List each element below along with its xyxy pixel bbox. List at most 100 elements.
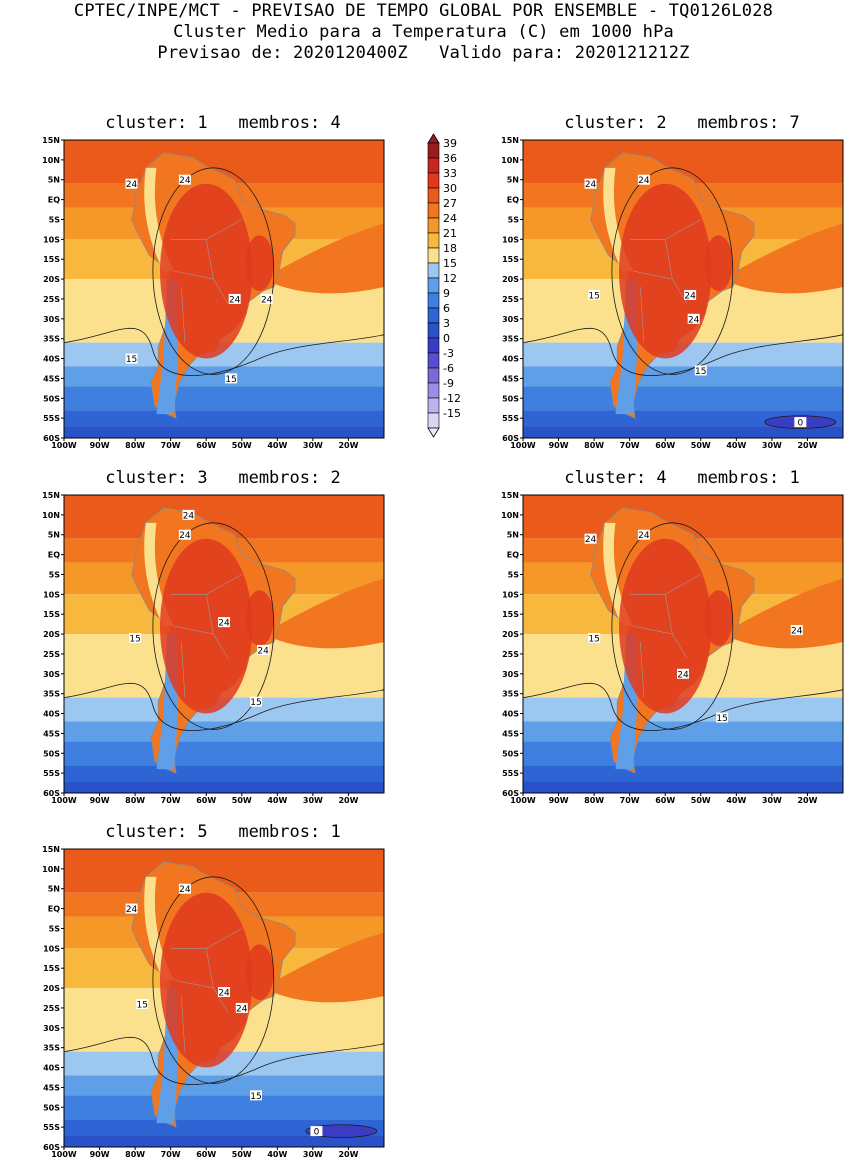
political-boundaries xyxy=(629,574,701,698)
contour-label: 15 xyxy=(716,712,729,724)
colorbar-swatch xyxy=(427,397,440,414)
svg-text:24: 24 xyxy=(179,885,191,895)
lon-tick-label: 20W xyxy=(797,441,817,450)
lon-tick-label: 100W xyxy=(51,796,77,805)
lat-tick-label: 35S xyxy=(43,1044,60,1053)
lat-tick-label: 15S xyxy=(502,610,519,619)
contour-label: 15 xyxy=(250,696,262,708)
lat-tick-label: 5S xyxy=(49,215,61,224)
contour-label: 24 xyxy=(260,293,273,305)
lon-tick-label: 60W xyxy=(196,796,216,805)
lat-tick-label: 30S xyxy=(43,315,60,324)
temperature-band xyxy=(64,741,384,766)
map-frame xyxy=(63,139,385,439)
contour-label: 15 xyxy=(694,365,707,377)
svg-text:24: 24 xyxy=(229,295,241,305)
temperature-band xyxy=(64,697,384,722)
colorbar-level-label: -3 xyxy=(443,347,454,360)
lon-tick-label: 60W xyxy=(655,796,675,805)
lat-tick-label: 60S xyxy=(43,789,60,798)
svg-text:24: 24 xyxy=(638,531,650,541)
map-frame xyxy=(522,139,844,439)
hot-core-region xyxy=(160,892,253,1068)
colorbar-level-label: 6 xyxy=(443,302,450,315)
hot-core-region xyxy=(245,590,274,646)
contour-label: 24 xyxy=(125,178,138,190)
map-fields xyxy=(522,140,844,438)
lat-tick-label: 20S xyxy=(43,984,60,993)
lat-tick-label: 5S xyxy=(508,570,520,579)
colorbar-swatch xyxy=(427,412,440,429)
contour-label: 24 xyxy=(125,903,138,915)
colorbar-swatch xyxy=(427,322,440,339)
contour-24 xyxy=(152,522,275,730)
temperature-band xyxy=(523,426,843,438)
lat-tick-label: 10N xyxy=(42,156,60,165)
lat-tick-label: 45S xyxy=(43,729,60,738)
lat-tick-label: 10S xyxy=(502,235,519,244)
contour-label: 15 xyxy=(136,998,149,1010)
colorbar-level-label: 18 xyxy=(443,242,457,255)
lon-tick-label: 90W xyxy=(549,441,569,450)
svg-text:24: 24 xyxy=(218,989,230,999)
lon-tick-label: 20W xyxy=(338,1150,358,1159)
lat-tick-label: 20S xyxy=(43,630,60,639)
map-panel-2: 15N 10N 5N EQ 5S 10S 15S 20S 25S 30S 35S 40S 45S 50S 5… xyxy=(487,136,847,452)
hot-core-region xyxy=(245,235,274,291)
temperature-band xyxy=(523,342,843,367)
lon-tick-label: 90W xyxy=(90,441,110,450)
contour-24 xyxy=(152,876,275,1084)
svg-text:0: 0 xyxy=(797,419,803,429)
lon-tick-label: 80W xyxy=(125,796,145,805)
svg-text:15: 15 xyxy=(225,375,236,385)
andes-cool-strip xyxy=(603,167,634,272)
political-boundaries xyxy=(170,928,242,1052)
colorbar-swatch xyxy=(427,187,440,204)
temperature-band xyxy=(64,1135,384,1147)
lat-tick-label: 40S xyxy=(502,710,519,719)
svg-text:24: 24 xyxy=(684,291,696,301)
svg-text:24: 24 xyxy=(677,670,689,680)
map-panel-1: 15N 10N 5N EQ 5S 10S 15S 20S 25S 30S 35S 40S 45S 50S 5… xyxy=(28,136,388,452)
contour-label: 24 xyxy=(637,174,650,186)
temperature-band xyxy=(64,721,384,742)
contour-15 xyxy=(63,1036,385,1085)
lon-tick-label: 60W xyxy=(196,441,216,450)
lon-tick-label: 50W xyxy=(232,441,252,450)
lon-tick-label: 70W xyxy=(161,441,181,450)
lat-tick-label: 40S xyxy=(43,1064,60,1073)
colorbar-swatch xyxy=(427,337,440,354)
colorbar-level-label: 9 xyxy=(443,287,450,300)
contour-label: 15 xyxy=(225,373,238,385)
lat-tick-label: 10N xyxy=(501,156,519,165)
svg-text:15: 15 xyxy=(136,1000,147,1010)
temperature-band xyxy=(523,765,843,782)
lon-tick-label: 50W xyxy=(691,796,711,805)
lat-tick-label: 25S xyxy=(43,295,60,304)
lat-tick-label: 45S xyxy=(502,729,519,738)
svg-text:24: 24 xyxy=(218,619,230,629)
svg-text:15: 15 xyxy=(126,355,137,365)
temperature-band xyxy=(64,386,384,411)
colorbar-level-label: 36 xyxy=(443,152,457,165)
contour-label: 24 xyxy=(677,668,689,680)
header-line-1: CPTEC/INPE/MCT - PREVISAO DE TEMPO GLOBA… xyxy=(73,1,774,21)
contour-label: 24 xyxy=(584,178,597,190)
lat-tick-label: 60S xyxy=(43,1143,60,1152)
lat-tick-label: 35S xyxy=(43,335,60,344)
header-line-3: Previsao de: 2020120400Z Valido para: 20… xyxy=(157,43,690,63)
contour-label: 24 xyxy=(687,313,700,325)
colorbar-level-label: -15 xyxy=(443,407,461,420)
map-fields xyxy=(63,849,385,1147)
lon-tick-label: 100W xyxy=(51,1150,77,1159)
andes-cool-strip xyxy=(144,167,175,272)
lat-tick-label: 5N xyxy=(507,176,519,185)
colorbar-level-label: -6 xyxy=(443,362,454,375)
svg-text:15: 15 xyxy=(588,635,599,645)
lat-tick-label: 15N xyxy=(42,136,60,145)
temperature-band xyxy=(64,1095,384,1120)
lat-tick-label: 50S xyxy=(502,394,519,403)
contour-label: 24 xyxy=(684,289,697,301)
lon-tick-label: 70W xyxy=(161,796,181,805)
temperature-band xyxy=(523,721,843,742)
